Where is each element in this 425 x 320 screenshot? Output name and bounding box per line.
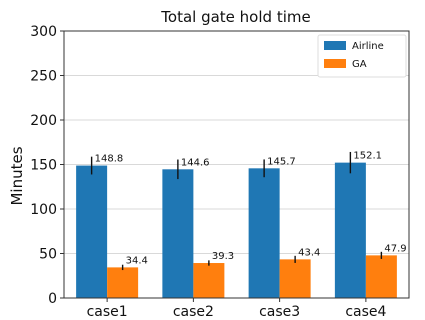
data-label-ga-case1: 34.4	[126, 255, 148, 266]
bar-airline-case2	[162, 169, 194, 298]
legend: Airline GA	[317, 34, 407, 78]
y-tick-label: 0	[48, 291, 57, 307]
x-tick-label: case1	[87, 304, 128, 320]
x-tick-label: case2	[173, 304, 214, 320]
data-label-airline-case4: 152.1	[353, 151, 382, 162]
chart-title: Total gate hold time	[160, 8, 310, 26]
legend-label-airline: Airline	[352, 41, 384, 52]
y-axis: 0 50 100 150 200 250 300	[30, 24, 64, 307]
legend-swatch-ga	[324, 59, 346, 68]
data-label-airline-case1: 148.8	[95, 154, 124, 165]
bar-ga-case1	[107, 267, 139, 298]
value-labels: 148.8 34.4 144.6 39.3 145.7 43.4 152.1 47.9	[95, 151, 407, 267]
data-label-ga-case2: 39.3	[212, 251, 234, 262]
bars	[76, 162, 397, 298]
y-axis-label: Minutes	[8, 146, 26, 205]
data-label-airline-case2: 144.6	[181, 157, 210, 168]
data-label-ga-case3: 43.4	[298, 247, 320, 258]
bar-ga-case4	[365, 255, 397, 298]
y-tick-label: 300	[30, 24, 57, 40]
bar-airline-case3	[248, 168, 280, 298]
bar-airline-case1	[76, 165, 108, 298]
data-label-airline-case3: 145.7	[267, 156, 296, 167]
error-bars	[90, 151, 383, 271]
legend-swatch-airline	[324, 41, 346, 50]
y-tick-label: 150	[30, 158, 57, 174]
bar-ga-case3	[279, 259, 311, 298]
y-tick-label: 100	[30, 202, 57, 218]
x-tick-label: case4	[345, 304, 386, 320]
y-tick-label: 250	[30, 69, 57, 85]
bar-airline-case4	[334, 162, 366, 298]
x-tick-label: case3	[259, 304, 300, 320]
bar-ga-case2	[193, 263, 225, 298]
y-tick-label: 50	[39, 247, 57, 263]
x-axis: case1 case2 case3 case4	[87, 298, 387, 320]
y-tick-label: 200	[30, 113, 57, 129]
legend-label-ga: GA	[352, 59, 367, 70]
data-label-ga-case4: 47.9	[384, 243, 406, 254]
